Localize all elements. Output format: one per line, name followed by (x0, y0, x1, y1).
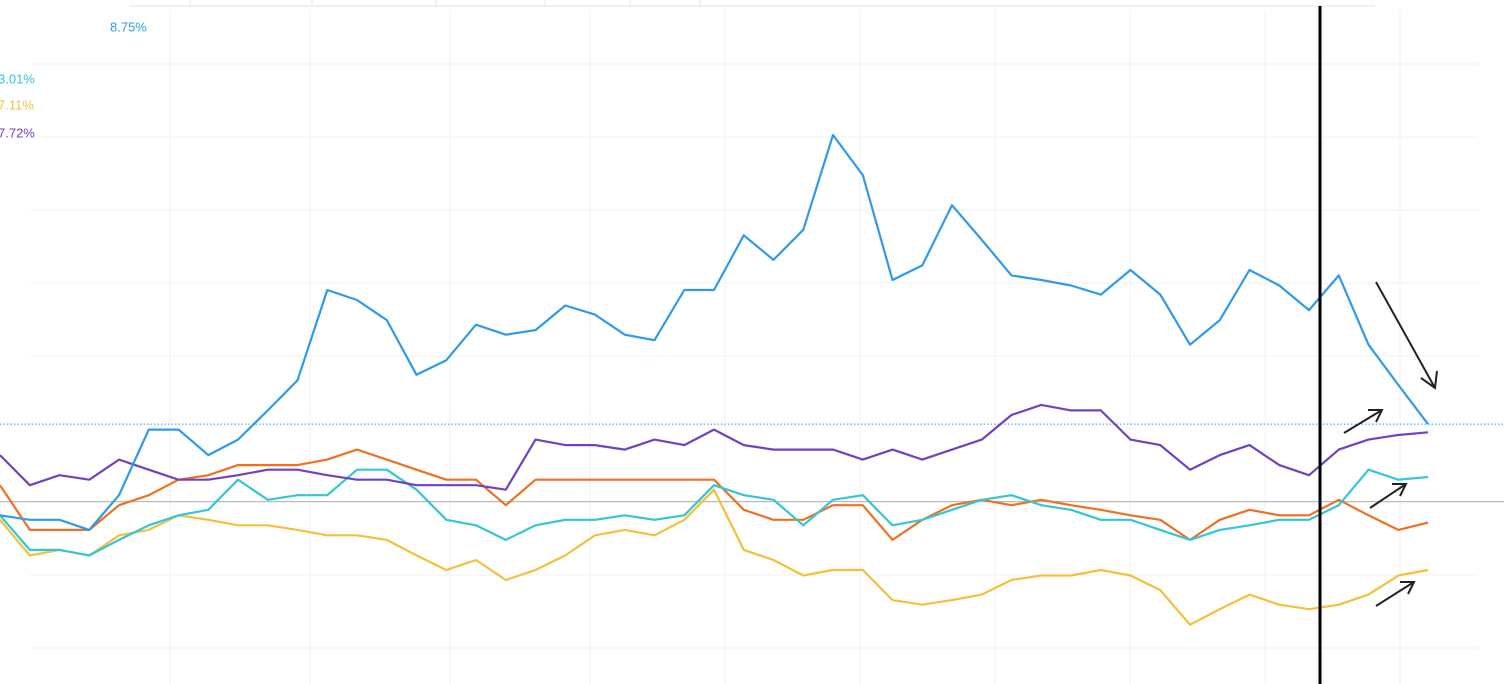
value-label: 7.72% (0, 125, 35, 140)
value-label: 7.11% (0, 97, 34, 112)
series-line (0, 403, 1429, 491)
series-line (0, 488, 1429, 626)
value-label: 8.75% (110, 19, 147, 34)
series-line (0, 448, 1429, 541)
series-line (0, 468, 1429, 557)
grid (30, 10, 1478, 684)
top-tabs (130, 0, 1375, 7)
series-line (0, 133, 1429, 531)
value-label: 3.01% (0, 71, 35, 86)
arrows (1343, 281, 1438, 607)
plot (0, 133, 1504, 626)
